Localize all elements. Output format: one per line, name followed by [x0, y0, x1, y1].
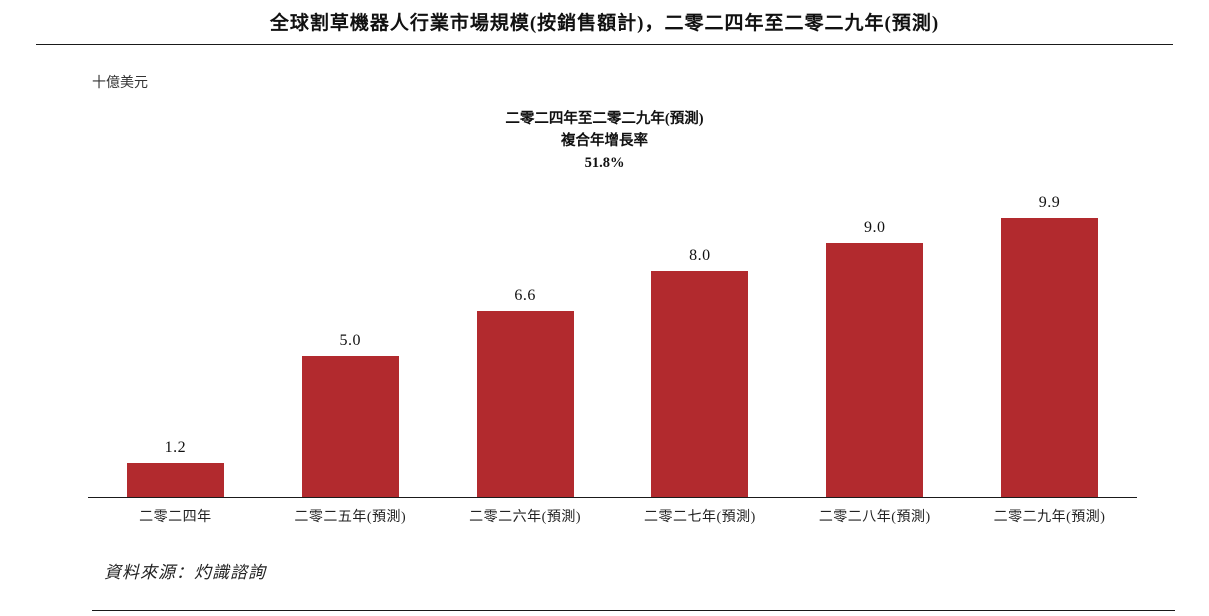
- bar: [126, 463, 224, 497]
- x-tick-label: 二零二七年(預測): [643, 510, 756, 525]
- y-axis-unit-label: 十億美元: [92, 76, 148, 91]
- cagr-annotation-line2: 複合年增長率: [561, 133, 648, 149]
- cagr-annotation-value: 51.8%: [584, 155, 625, 171]
- bar-column: 8.0: [612, 247, 787, 497]
- bar-column: 9.0: [787, 219, 962, 497]
- title-divider: [36, 44, 1173, 45]
- x-tick-label: 二零二五年(預測): [294, 510, 407, 525]
- cagr-annotation-line1: 二零二四年至二零二九年(預測): [505, 111, 704, 127]
- x-tick-label: 二零二六年(預測): [469, 510, 581, 525]
- bar-column: 9.9: [962, 194, 1137, 497]
- cagr-annotation: 二零二四年至二零二九年(預測) 複合年增長率 51.8%: [0, 108, 1209, 174]
- bar: [1001, 218, 1099, 497]
- source-note: 資料來源：灼識諮詢: [104, 563, 266, 582]
- bar-value-label: 9.0: [863, 219, 886, 236]
- bar-column: 5.0: [263, 332, 438, 497]
- x-tick-label: 二零二九年(預測): [993, 510, 1106, 525]
- bar: [651, 271, 749, 497]
- bars-row: 1.2 5.0 6.6 8.0 9.0 9.9: [88, 167, 1137, 497]
- bar-value-label: 6.6: [514, 287, 536, 304]
- chart-title: 全球割草機器人行業市場規模(按銷售額計)，二零二四年至二零二九年(預測): [269, 13, 940, 34]
- bar-column: 6.6: [438, 287, 613, 497]
- bar: [476, 311, 574, 497]
- x-axis-line: [88, 497, 1137, 498]
- bar: [301, 356, 399, 497]
- bar-value-label: 8.0: [689, 247, 711, 264]
- x-axis-labels: 二零二四年 二零二五年(預測) 二零二六年(預測) 二零二七年(預測) 二零二八年(預測…: [88, 506, 1137, 526]
- bar-value-label: 5.0: [339, 332, 361, 349]
- bar-value-label: 9.9: [1038, 194, 1061, 211]
- bar-value-label: 1.2: [164, 439, 187, 456]
- bar: [826, 243, 924, 497]
- x-tick-label: 二零二四年: [139, 510, 212, 525]
- bottom-divider: [92, 610, 1175, 611]
- bar-column: 1.2: [88, 439, 263, 497]
- x-tick-label: 二零二八年(預測): [818, 510, 931, 525]
